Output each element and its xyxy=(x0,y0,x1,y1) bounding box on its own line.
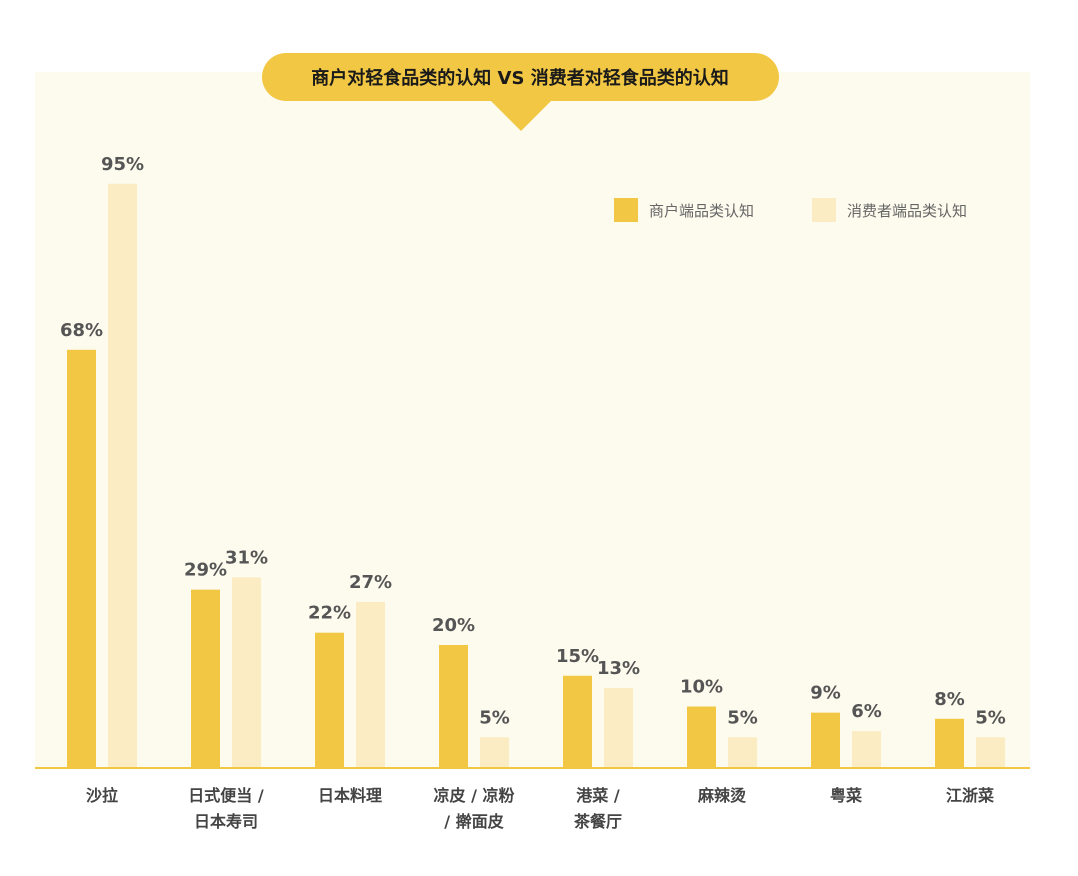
bar-consumer xyxy=(108,183,137,768)
data-label: 29% xyxy=(184,560,227,581)
bar-merchant xyxy=(67,349,96,768)
bar-merchant xyxy=(191,589,220,768)
bar-consumer xyxy=(852,731,881,768)
data-label: 31% xyxy=(225,547,268,568)
legend-swatch xyxy=(812,198,836,222)
x-tick-label: 粤菜 xyxy=(830,786,862,805)
data-label: 68% xyxy=(60,320,103,341)
bar-merchant xyxy=(811,712,840,768)
title-pill xyxy=(262,53,779,101)
data-label: 6% xyxy=(851,701,882,722)
bar-consumer xyxy=(604,688,633,768)
data-label: 13% xyxy=(597,658,640,679)
x-tick-label: 江浙菜 xyxy=(946,786,994,805)
x-tick-labels: 沙拉 日式便当 / 日本寿司 日本料理 凉皮 / 凉粉 / 擀面皮 港菜 / 茶餐厅 麻辣烫 粤菜… xyxy=(86,786,994,831)
legend-label: 消费者端品类认知 xyxy=(847,202,967,220)
x-tick-label: 麻辣烫 xyxy=(697,786,747,805)
x-tick-label: 沙拉 xyxy=(86,786,118,805)
data-label: 9% xyxy=(810,683,841,704)
legend-swatch xyxy=(614,198,638,222)
bar-merchant xyxy=(563,675,592,768)
legend: 商户端品类认知 消费者端品类认知 xyxy=(614,198,967,222)
x-tick-label: 日式便当 / xyxy=(188,786,264,805)
x-tick-label: 凉皮 / 凉粉 xyxy=(434,786,515,805)
x-tick-label: / 擀面皮 xyxy=(444,812,503,831)
data-label: 5% xyxy=(727,707,758,728)
chart-title: 商户对轻食品类的认知 VS 消费者对轻食品类的认知 xyxy=(311,67,728,89)
x-tick-label: 日本寿司 xyxy=(194,812,258,831)
bar-consumer xyxy=(232,577,261,768)
data-label: 15% xyxy=(556,646,599,667)
bar-consumer xyxy=(728,737,757,768)
bars: 68%95%29%31%22%27%20%5%15%13%10%5%9%6%8%… xyxy=(60,154,1006,768)
bar-merchant xyxy=(935,718,964,768)
title-pointer xyxy=(490,100,552,131)
data-label: 5% xyxy=(975,707,1006,728)
data-label: 8% xyxy=(934,689,965,710)
data-label: 27% xyxy=(349,572,392,593)
data-label: 20% xyxy=(432,615,475,636)
bar-consumer xyxy=(976,737,1005,768)
data-label: 10% xyxy=(680,677,723,698)
bar-consumer xyxy=(480,737,509,768)
title-banner: 商户对轻食品类的认知 VS 消费者对轻食品类的认知 xyxy=(262,53,779,131)
bar-merchant xyxy=(439,645,468,768)
chart-panel xyxy=(35,72,1030,768)
data-label: 22% xyxy=(308,603,351,624)
x-tick-label: 茶餐厅 xyxy=(573,812,622,831)
data-label: 5% xyxy=(479,707,510,728)
data-label: 95% xyxy=(101,154,144,175)
legend-label: 商户端品类认知 xyxy=(649,202,754,220)
bar-merchant xyxy=(687,706,716,768)
bar-merchant xyxy=(315,632,344,768)
x-tick-label: 日本料理 xyxy=(318,786,382,805)
x-tick-label: 港菜 / xyxy=(576,786,620,805)
bar-consumer xyxy=(356,601,385,768)
